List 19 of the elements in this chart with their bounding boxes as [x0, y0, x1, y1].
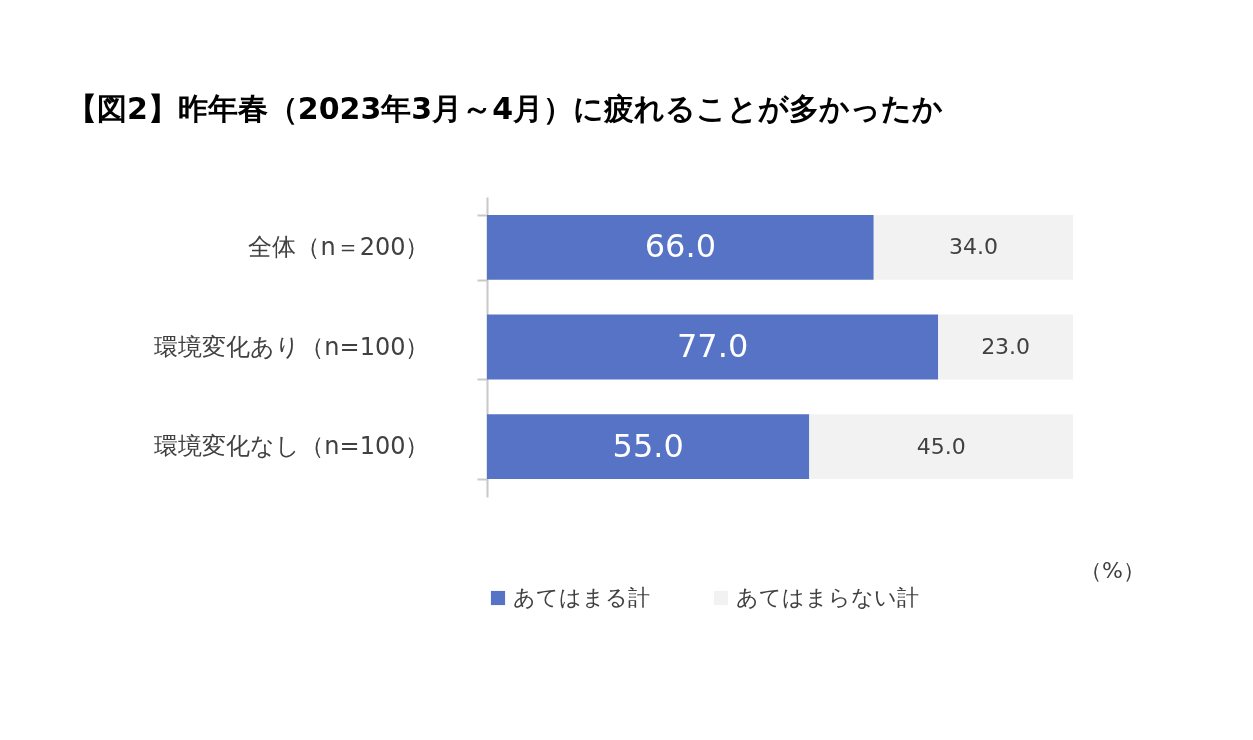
data-label: 66.0: [644, 227, 717, 266]
text: （%）: [1080, 557, 1145, 585]
chart-title: 【図2】昨年春（2023年3月～4月）に疲れることが多かったか: [67, 91, 944, 126]
bar: [487, 314, 939, 380]
bar: [873, 214, 1073, 280]
legend-label: あてはまらない計: [736, 585, 919, 610]
data-label: 55.0: [612, 426, 684, 465]
bar: [809, 414, 1073, 480]
legend-label: あてはまる計: [513, 585, 650, 610]
y-tick-label: 環境変化なし（n=100）: [154, 432, 430, 461]
y-tick-label: 全体（n＝200）: [248, 232, 430, 261]
bar: [938, 314, 1073, 380]
data-label: 34.0: [948, 234, 998, 260]
y-tick-label: 環境変化あり（n=100）: [154, 332, 430, 361]
data-label: 23.0: [981, 334, 1031, 359]
bar: [487, 214, 874, 280]
data-label: 45.0: [916, 433, 966, 459]
data-label: 77.0: [676, 327, 749, 365]
bar: [487, 414, 810, 480]
